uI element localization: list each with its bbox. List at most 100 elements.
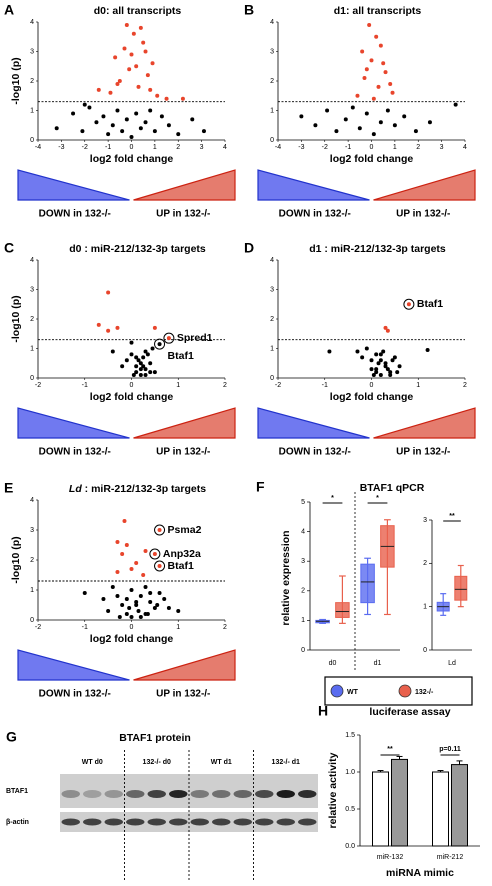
data-point bbox=[129, 567, 134, 571]
data-point bbox=[143, 367, 148, 372]
data-point bbox=[131, 31, 136, 36]
data-point bbox=[355, 93, 360, 98]
x-tick-label: 0 bbox=[130, 144, 134, 151]
data-point bbox=[108, 90, 113, 95]
x-axis-label: log2 fold change bbox=[90, 391, 174, 403]
data-point bbox=[106, 328, 111, 333]
y-tick-label: 3 bbox=[30, 527, 34, 534]
annotation-label: Anp32a bbox=[163, 548, 201, 560]
lane-label: WT d1 bbox=[211, 759, 232, 766]
data-point bbox=[124, 22, 129, 27]
annotation-ring bbox=[154, 338, 166, 350]
y-axis-label: -log10 (p) bbox=[10, 57, 22, 104]
data-point bbox=[164, 96, 169, 101]
data-point bbox=[148, 591, 153, 595]
data-point bbox=[176, 132, 181, 137]
data-point bbox=[371, 373, 376, 378]
data-point bbox=[402, 114, 407, 119]
y-tick-label: 1 bbox=[270, 107, 274, 114]
x-axis-label: log2 fold change bbox=[90, 633, 174, 645]
data-point bbox=[374, 370, 379, 375]
data-point bbox=[136, 84, 141, 89]
legend-label: 132-/- bbox=[415, 689, 434, 696]
data-point bbox=[150, 61, 155, 66]
y-tick-label: 1 bbox=[270, 345, 274, 352]
panel-label: C bbox=[4, 240, 14, 256]
data-point bbox=[388, 370, 393, 375]
data-point bbox=[371, 132, 376, 137]
panel-label: A bbox=[4, 2, 14, 18]
title-text: : miR-212/132-3p targets bbox=[82, 483, 206, 495]
annotation-label: Btaf1 bbox=[417, 298, 443, 310]
data-point bbox=[143, 120, 148, 125]
data-point bbox=[122, 46, 127, 51]
data-point bbox=[383, 70, 388, 75]
data-point bbox=[376, 361, 381, 366]
data-point bbox=[87, 105, 92, 110]
data-point bbox=[150, 346, 155, 351]
up-label: UP in 132-/- bbox=[396, 209, 450, 220]
x-tick-label: 0 bbox=[370, 382, 374, 389]
data-point bbox=[94, 120, 99, 125]
x-tick-label: -4 bbox=[275, 144, 281, 151]
y-tick-label: 1 bbox=[423, 604, 427, 611]
data-point bbox=[397, 364, 402, 369]
chart-title: luciferase assay bbox=[369, 706, 450, 718]
x-tick-label: miR-212 bbox=[437, 854, 464, 861]
x-tick-label: d1 bbox=[374, 660, 382, 667]
band bbox=[126, 790, 145, 798]
data-point bbox=[355, 349, 360, 354]
data-point bbox=[162, 597, 167, 601]
chart-title: Ld : miR-212/132-3p targets bbox=[69, 483, 206, 495]
data-point bbox=[127, 606, 132, 610]
x-tick-label: -2 bbox=[322, 144, 328, 151]
annotation-ring bbox=[154, 524, 166, 536]
x-tick-label: 1 bbox=[176, 382, 180, 389]
data-point bbox=[334, 129, 339, 134]
data-point bbox=[115, 325, 120, 330]
data-point bbox=[388, 373, 393, 378]
significance: ** bbox=[449, 513, 455, 520]
data-point bbox=[120, 364, 125, 369]
y-tick-label: 5 bbox=[301, 499, 305, 506]
annotation-ring bbox=[163, 332, 175, 344]
data-point bbox=[127, 67, 132, 72]
data-point bbox=[82, 102, 87, 107]
data-point bbox=[145, 73, 150, 78]
annotation-ring bbox=[403, 298, 415, 310]
x-tick-label: miR-132 bbox=[377, 854, 404, 861]
annotation-label: Psma2 bbox=[168, 524, 202, 536]
data-point bbox=[378, 358, 383, 363]
band bbox=[126, 818, 145, 826]
up-label: UP in 132-/- bbox=[156, 689, 210, 700]
data-point bbox=[180, 96, 185, 101]
data-point bbox=[413, 129, 418, 134]
data-point bbox=[124, 358, 129, 363]
box bbox=[360, 563, 375, 604]
x-tick-label: d0 bbox=[329, 660, 337, 667]
y-tick-label: 2 bbox=[270, 316, 274, 323]
y-tick-label: 0.0 bbox=[345, 843, 355, 850]
down-label: DOWN in 132-/- bbox=[39, 689, 111, 700]
data-point bbox=[385, 328, 390, 333]
data-point bbox=[364, 67, 369, 72]
band bbox=[298, 818, 317, 826]
band bbox=[233, 818, 252, 826]
data-point bbox=[157, 564, 162, 568]
data-point bbox=[201, 129, 206, 134]
y-tick-label: 3 bbox=[423, 517, 427, 524]
data-point bbox=[425, 347, 430, 352]
y-tick-label: 0.5 bbox=[345, 806, 355, 813]
data-point bbox=[134, 370, 139, 375]
data-point bbox=[115, 570, 120, 574]
x-tick-label: -1 bbox=[345, 144, 351, 151]
data-point bbox=[106, 132, 111, 137]
y-tick-label: 4 bbox=[270, 19, 274, 26]
x-axis-label: log2 fold change bbox=[330, 391, 414, 403]
y-tick-label: 0 bbox=[301, 647, 305, 654]
data-point bbox=[138, 615, 143, 619]
data-point bbox=[148, 108, 153, 113]
x-tick-label: 2 bbox=[463, 382, 467, 389]
data-point bbox=[136, 358, 141, 363]
data-point bbox=[385, 367, 390, 372]
